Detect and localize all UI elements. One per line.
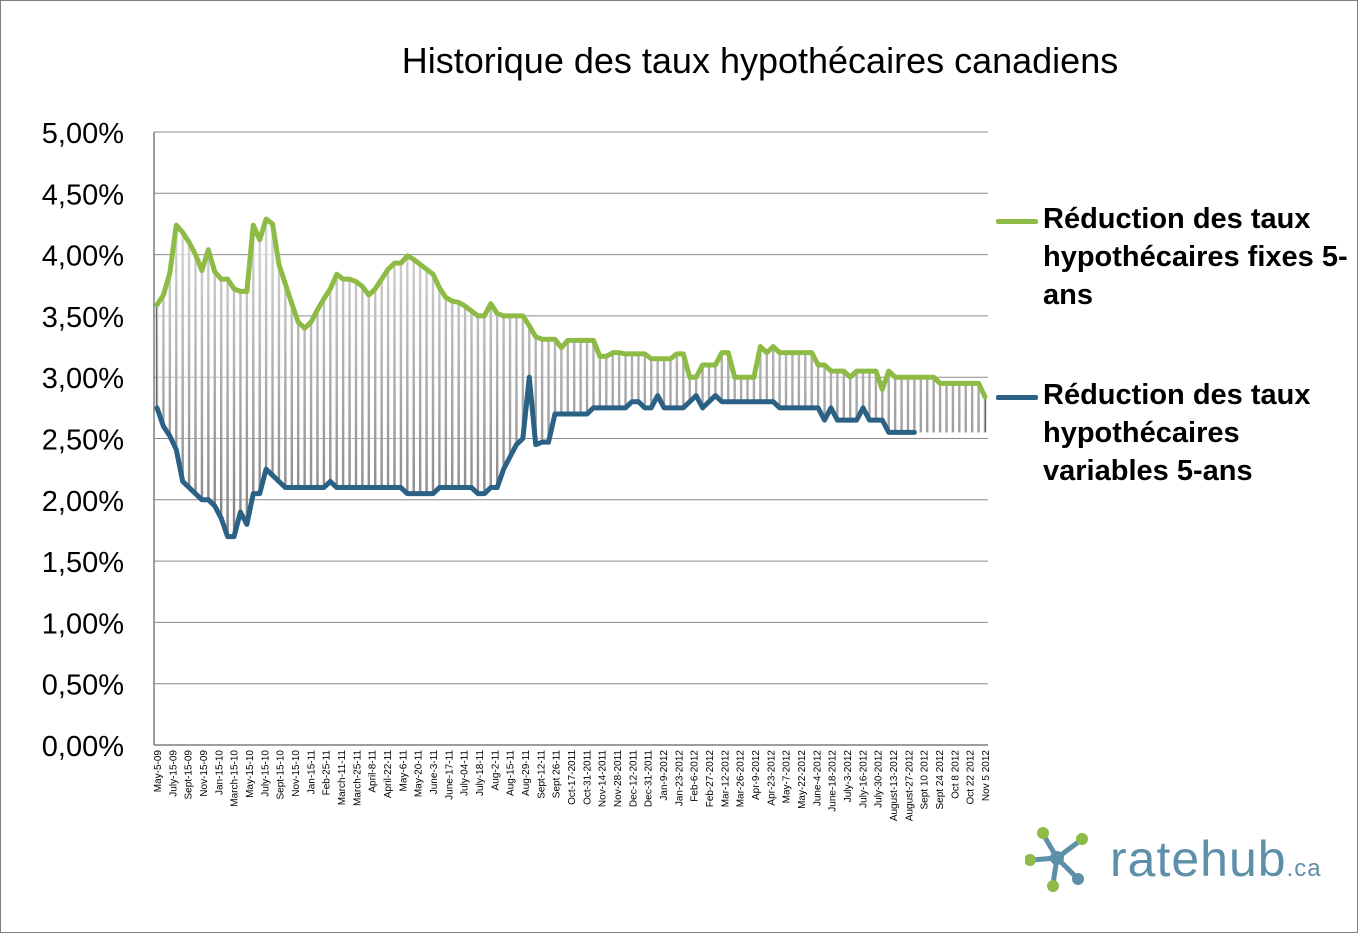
x-tick-label: May-7-2012 <box>782 750 793 804</box>
x-tick-label: August-13-2012 <box>889 750 900 822</box>
x-tick-label: Aug-2-11 <box>490 750 501 791</box>
x-tick-label: May-22-2012 <box>797 750 808 809</box>
x-tick-label: July-18-11 <box>475 750 486 796</box>
y-tick-label: 5,00% <box>42 118 124 150</box>
x-tick-label: May-5-09 <box>153 750 164 793</box>
ratehub-logo: ratehub.ca <box>1025 826 1345 896</box>
band-fill <box>155 219 987 537</box>
x-tick-label: July-3-2012 <box>843 750 854 803</box>
legend-label-fixed: Réduction des taux hypothécaires fixes 5… <box>1043 203 1348 311</box>
x-tick-label: March-15-10 <box>230 750 241 807</box>
band-shading <box>157 219 985 537</box>
x-tick-label: July-15-10 <box>260 750 271 797</box>
molecule-icon <box>1025 827 1088 892</box>
x-tick-label: Feb-27-2012 <box>705 750 716 808</box>
x-tick-label: April-22-11 <box>383 750 394 799</box>
series-line-variable <box>154 374 917 540</box>
x-tick-label: Feb-6-2012 <box>690 750 701 802</box>
y-tick-label: 3,50% <box>42 302 124 334</box>
x-tick-label: Nov-15-09 <box>199 750 210 797</box>
logo-word-hub: hub <box>1200 831 1287 887</box>
x-tick-label: June-17-11 <box>444 750 455 800</box>
x-tick-label: Nov-14-2011 <box>598 750 609 808</box>
x-tick-label: Nov-28-2011 <box>613 750 624 808</box>
logo-word-ca: .ca <box>1286 855 1322 882</box>
series-lines <box>154 216 988 540</box>
x-tick-labels: May-5-09 July-15-09 Sept-15-09 Nov-15-09 Jan… <box>153 750 992 822</box>
legend-label-variable: Réduction des taux hypothécaires variabl… <box>1043 379 1311 487</box>
x-tick-label: Dec-31-2011 <box>644 750 655 808</box>
logo-word-rate: rate <box>1110 831 1201 887</box>
x-tick-label: Sept 24 2012 <box>935 750 946 810</box>
x-tick-label: July-30-2012 <box>874 750 885 808</box>
x-tick-label: May-6-11 <box>398 750 409 792</box>
x-tick-label: Sept-12-11 <box>536 750 547 799</box>
y-tick-label: 1,50% <box>42 547 124 579</box>
x-tick-label: Sept-15-09 <box>184 750 195 800</box>
y-tick-label: 1,00% <box>42 608 124 640</box>
x-tick-label: Mar-26-2012 <box>736 750 747 808</box>
x-tick-label: March-25-11 <box>352 750 363 806</box>
y-tick-label: 0,00% <box>42 731 124 763</box>
x-tick-label: Jan-15-11 <box>306 750 317 795</box>
x-tick-label: July-04-11 <box>460 750 471 796</box>
x-tick-label: Oct 8 2012 <box>950 750 961 799</box>
x-tick-label: Mar-12-2012 <box>720 750 731 808</box>
x-tick-label: Oct-31-2011 <box>582 750 593 805</box>
x-tick-label: Sept 10 2012 <box>920 750 931 810</box>
y-tick-label: 2,00% <box>42 486 124 518</box>
y-tick-label: 3,00% <box>42 363 124 395</box>
x-tick-label: June-18-2012 <box>828 750 839 812</box>
x-tick-label: Aug-15-11 <box>506 750 517 796</box>
x-tick-label: Dec-12-2011 <box>628 750 639 808</box>
y-tick-label: 4,50% <box>42 179 124 211</box>
y-tick-label: 0,50% <box>42 670 124 702</box>
x-tick-label: July-15-09 <box>168 750 179 797</box>
x-tick-label: July-16-2012 <box>858 750 869 808</box>
axes <box>153 132 988 746</box>
y-tick-labels: 0,00% 0,50% 1,00% 1,50% 2,00% 2,50% 3,00% 3,50%… <box>42 118 124 763</box>
x-tick-label: August-27-2012 <box>904 750 915 822</box>
x-tick-label: Aug-29-11 <box>521 750 532 796</box>
x-tick-label: March-11-11 <box>337 750 348 806</box>
x-tick-label: Apr-9-2012 <box>751 750 762 800</box>
legend-swatch-fixed <box>996 219 1038 224</box>
x-tick-label: Jan-23-2012 <box>674 750 685 807</box>
y-tick-label: 4,00% <box>42 241 124 273</box>
x-tick-label: Nov 5 2012 <box>981 750 992 802</box>
x-tick-label: April-8-11 <box>368 750 379 793</box>
legend-swatch-variable <box>996 395 1038 400</box>
series-line-fixed <box>154 216 988 400</box>
y-tick-label: 2,50% <box>42 425 124 457</box>
x-tick-label: Nov-15-10 <box>291 750 302 797</box>
chart-title: Historique des taux hypothécaires canadi… <box>401 40 1119 81</box>
x-tick-label: May-20-11 <box>414 750 425 797</box>
logo-wordmark: ratehub.ca <box>1110 830 1322 888</box>
x-tick-label: Sept 26-11 <box>552 750 563 799</box>
x-tick-label: June-3-11 <box>429 750 440 795</box>
x-tick-label: Jan-9-2012 <box>659 750 670 801</box>
x-tick-label: June-4-2012 <box>812 750 823 807</box>
x-tick-label: Sept-15-10 <box>276 750 287 800</box>
x-tick-label: May-15-10 <box>245 750 256 798</box>
x-tick-label: Oct 22 2012 <box>966 750 977 805</box>
x-tick-label: Apr-23-2012 <box>766 750 777 806</box>
x-tick-label: Oct-17-2011 <box>567 750 578 805</box>
x-tick-label: Jan-15-10 <box>214 750 225 795</box>
x-tick-label: Feb-25-11 <box>322 750 333 796</box>
